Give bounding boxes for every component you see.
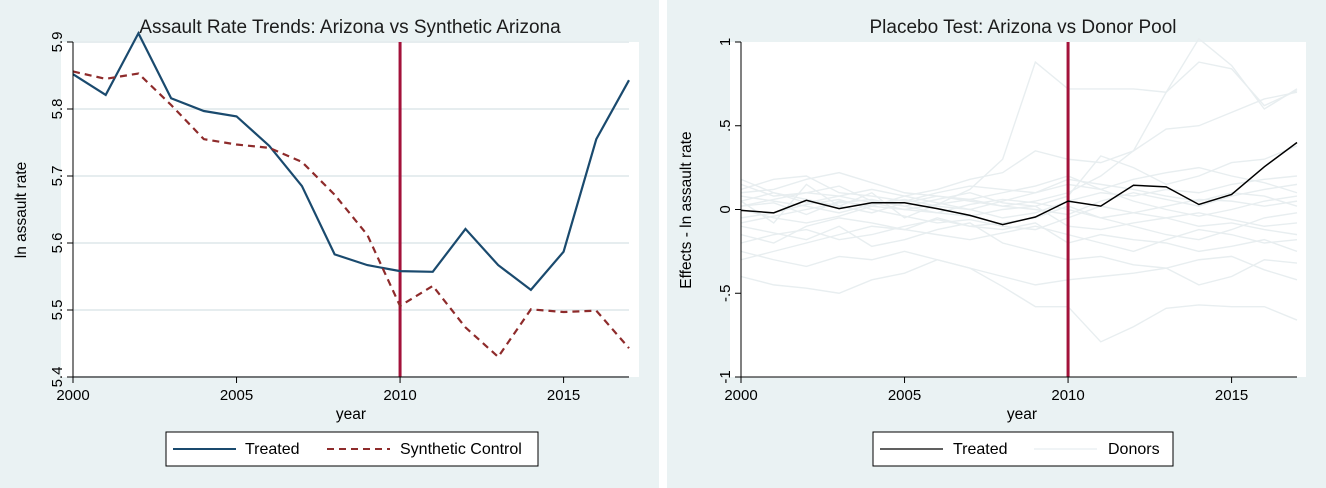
chart-title: Placebo Test: Arizona vs Donor Pool	[870, 17, 1177, 38]
series-lines	[72, 30, 630, 359]
donor-line	[740, 175, 1298, 219]
x-tick-label: 2000	[724, 387, 757, 404]
y-tick-label: 5.4	[49, 367, 66, 388]
plot-area	[730, 42, 1306, 377]
placebo-chart-panel: 2000 2005 2010 2015 -1 -.5 0 .5 1 Placebo Test: …	[667, 0, 1326, 488]
donor-line	[740, 145, 1298, 207]
series-line	[72, 30, 630, 292]
y-tick-label: -1	[717, 370, 734, 383]
y-axis-label: Effects - ln assault rate	[678, 131, 695, 288]
donor-line	[740, 250, 1298, 286]
treated-line	[740, 141, 1298, 226]
y-tick-label: 5.7	[49, 166, 66, 187]
axes: 2000 2005 2010 2015 5.4 5.5 5.6 5.7 5.8 5.9	[49, 32, 629, 404]
donor-line	[740, 91, 1298, 207]
x-axis-label: year	[336, 406, 366, 423]
donor-line	[740, 178, 1298, 211]
donor-line	[740, 222, 1298, 281]
legend: Treated Donors	[872, 431, 1174, 467]
y-tick-label: -.5	[717, 284, 734, 302]
y-tick-label: 5.5	[49, 300, 66, 321]
donor-line	[740, 198, 1298, 231]
x-axis-label: year	[1007, 406, 1037, 423]
synthetic-control-chart-panel: 2000 2005 2010 2015 5.4 5.5 5.6 5.7 5.8 5.9 Assau…	[0, 0, 659, 488]
x-tick-label: 2010	[1051, 387, 1084, 404]
donor-line	[740, 166, 1298, 202]
series-line	[740, 141, 1298, 226]
donor-line	[740, 198, 1298, 236]
plot-area	[61, 42, 639, 377]
placebo-chart-svg: 2000 2005 2010 2015 -1 -.5 0 .5 1 Placebo Test: …	[667, 0, 1326, 488]
x-tick-label: 2005	[220, 387, 253, 404]
x-tick-label: 2015	[1215, 387, 1248, 404]
x-tick-label: 2010	[383, 387, 416, 404]
axes: 2000 2005 2010 2015 -1 -.5 0 .5 1	[717, 38, 1297, 404]
panel-divider	[659, 0, 667, 488]
y-tick-label: 5.8	[49, 99, 66, 120]
y-tick-label: 5.6	[49, 233, 66, 254]
legend-label-donors: Donors	[1108, 441, 1160, 458]
legend-label-treated: Treated	[953, 441, 1008, 458]
legend-label-treated: Treated	[245, 441, 300, 458]
x-tick-label: 2015	[547, 387, 580, 404]
donor-line	[740, 259, 1298, 343]
y-tick-label: 0	[717, 205, 734, 213]
donor-line	[740, 175, 1298, 217]
donor-line	[740, 217, 1298, 253]
x-tick-label: 2000	[56, 387, 89, 404]
x-tick-label: 2005	[888, 387, 921, 404]
trend-chart-svg: 2000 2005 2010 2015 5.4 5.5 5.6 5.7 5.8 5.9 Assau…	[0, 0, 659, 488]
y-tick-label: .5	[717, 119, 734, 132]
chart-title: Assault Rate Trends: Arizona vs Syntheti…	[139, 17, 561, 38]
y-tick-label: 5.9	[49, 32, 66, 53]
y-tick-label: 1	[717, 38, 734, 46]
donor-line	[740, 217, 1298, 261]
y-axis-label: ln assault rate	[13, 162, 30, 259]
legend-label-synthetic: Synthetic Control	[400, 441, 522, 458]
donor-line	[740, 60, 1298, 224]
legend: Treated Synthetic Control	[165, 431, 539, 467]
